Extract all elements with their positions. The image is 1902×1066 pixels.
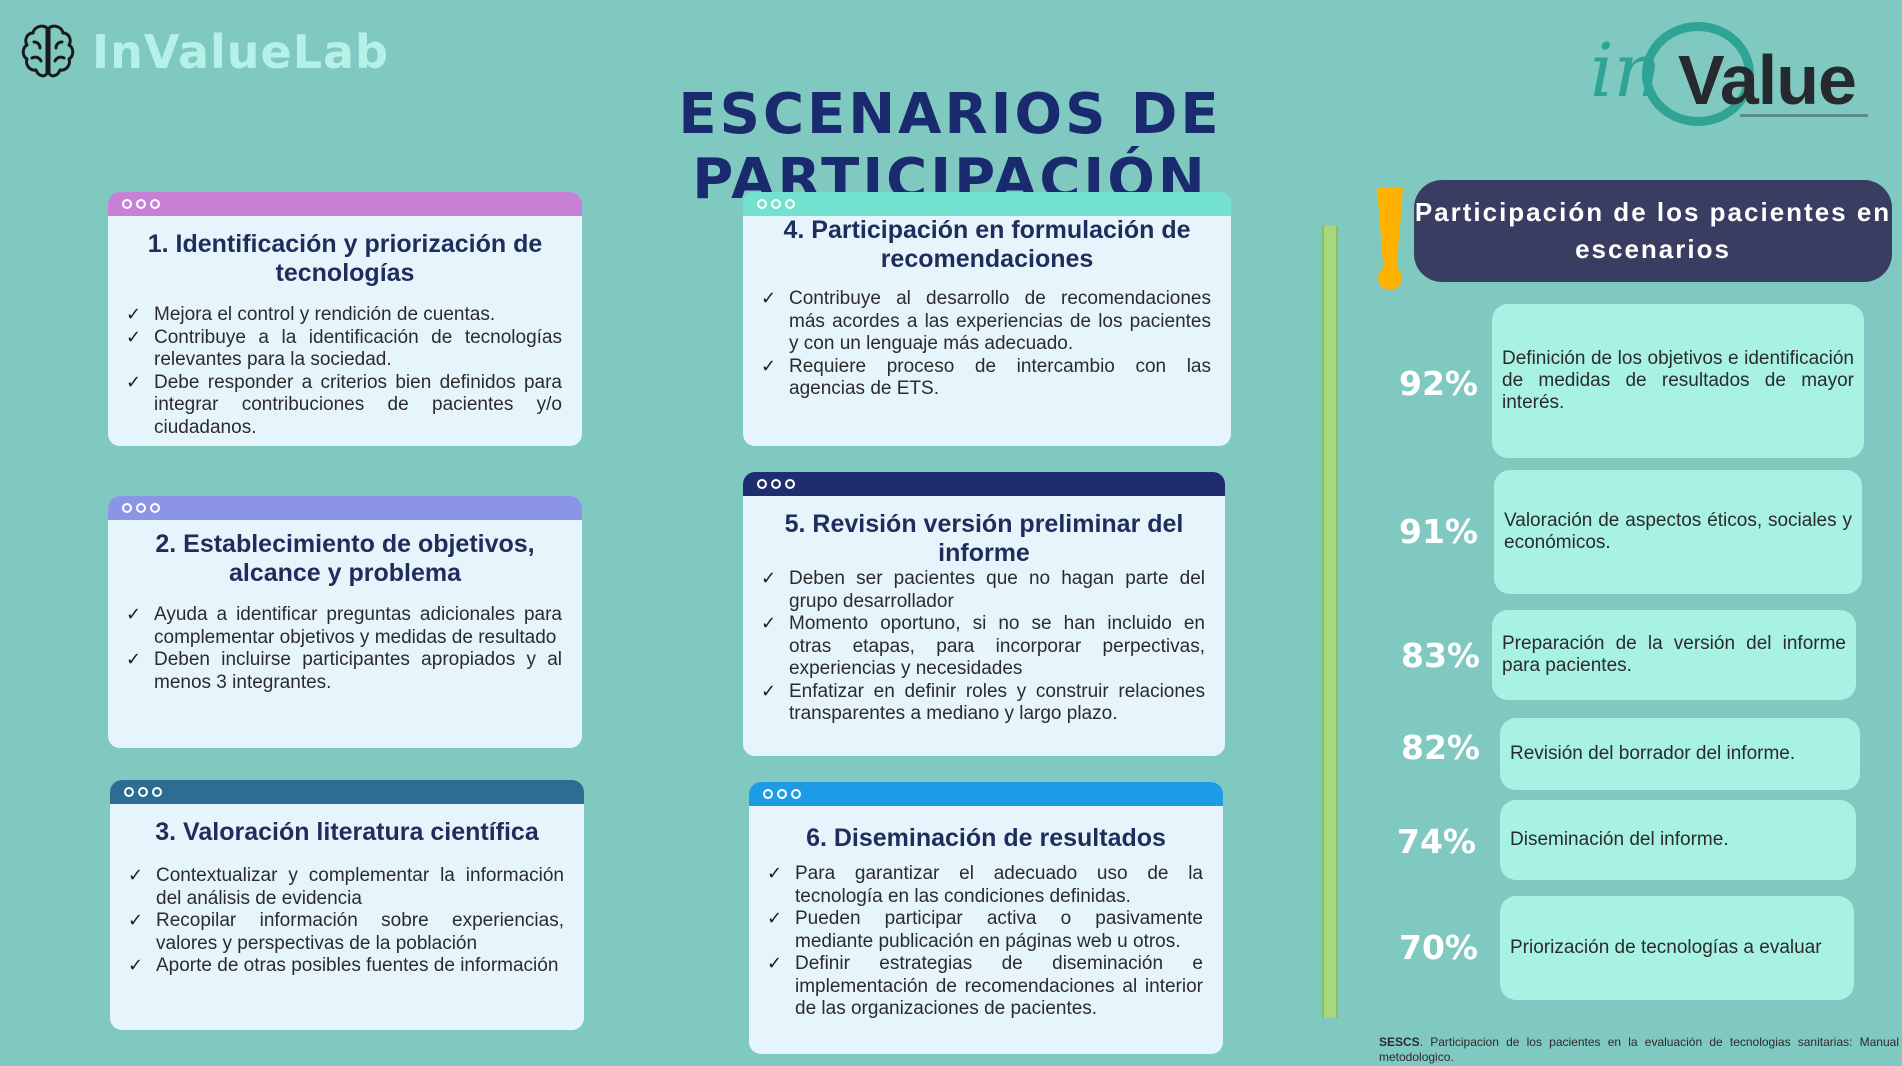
- card-objetivos: 2. Establecimiento de objetivos, alcance…: [108, 496, 582, 748]
- list-item: Contextualizar y complementar la informa…: [126, 865, 564, 910]
- card-title: 1. Identificación y priorización de tecn…: [147, 230, 543, 287]
- window-dot: [152, 787, 162, 797]
- card-revision: 5. Revisión versión preliminar del infor…: [743, 472, 1225, 756]
- card-recomendaciones: 4. Participación en formulación de recom…: [743, 192, 1231, 446]
- exclamation-dot-icon: [1378, 266, 1402, 290]
- stat-label: Definición de los objetivos e identifica…: [1502, 348, 1854, 413]
- stat-label-box: Revisión del borrador del informe.: [1500, 718, 1860, 790]
- list-item: Deben ser pacientes que no hagan parte d…: [759, 568, 1205, 613]
- window-dot: [138, 787, 148, 797]
- card-list: Deben ser pacientes que no hagan parte d…: [759, 568, 1205, 726]
- logo-ring: [1642, 22, 1754, 126]
- card-list: Ayuda a identificar preguntas adicionale…: [124, 604, 562, 694]
- window-dot: [785, 479, 795, 489]
- stat-percent: 91%: [1399, 512, 1478, 551]
- stat-percent: 92%: [1399, 364, 1478, 403]
- card-list: Contribuye al desarrollo de recomendacio…: [759, 288, 1211, 401]
- logo-tagline-line: [1740, 114, 1868, 117]
- window-dot: [777, 789, 787, 799]
- window-dot: [122, 199, 132, 209]
- list-item: Mejora el control y rendición de cuentas…: [124, 304, 562, 327]
- stat-percent: 74%: [1397, 822, 1476, 861]
- stat-label-box: Diseminación del informe.: [1500, 800, 1856, 880]
- list-item: Ayuda a identificar preguntas adicionale…: [124, 604, 562, 649]
- list-item: Enfatizar en definir roles y construir r…: [759, 681, 1205, 726]
- stat-label-box: Preparación de la versión del informe pa…: [1492, 610, 1856, 700]
- stat-percent: 70%: [1399, 928, 1478, 967]
- card-literatura: 3. Valoración literatura científica Cont…: [110, 780, 584, 1030]
- card-list: Mejora el control y rendición de cuentas…: [124, 304, 562, 439]
- window-dot: [136, 199, 146, 209]
- window-dot: [791, 789, 801, 799]
- card-title: 3. Valoración literatura científica: [155, 818, 539, 846]
- card-identificacion: 1. Identificación y priorización de tecn…: [108, 192, 582, 446]
- stat-percent: 82%: [1401, 728, 1480, 767]
- list-item: Definir estrategias de diseminación e im…: [765, 953, 1203, 1021]
- card-window-bar: [743, 472, 1225, 496]
- card-title: 6. Diseminación de resultados: [806, 824, 1166, 852]
- reference-text: . Participacion de los pacientes en la e…: [1379, 1035, 1899, 1064]
- card-list: Para garantizar el adecuado uso de la te…: [765, 863, 1203, 1021]
- window-dot: [122, 503, 132, 513]
- source-reference: SESCS. Participacion de los pacientes en…: [1379, 1035, 1899, 1065]
- card-window-bar: [108, 192, 582, 216]
- stat-label-box: Definición de los objetivos e identifica…: [1492, 304, 1864, 458]
- list-item: Aporte de otras posibles fuentes de info…: [126, 955, 564, 978]
- window-dot: [150, 199, 160, 209]
- stat-label: Revisión del borrador del informe.: [1510, 743, 1796, 764]
- stat-label: Preparación de la versión del informe pa…: [1502, 633, 1846, 676]
- window-dot: [136, 503, 146, 513]
- card-list: Contextualizar y complementar la informa…: [126, 865, 564, 978]
- list-item: Pueden participar activa o pasivamente m…: [765, 908, 1203, 953]
- card-title: 5. Revisión versión preliminar del infor…: [784, 510, 1184, 567]
- list-item: Recopilar información sobre experiencias…: [126, 910, 564, 955]
- list-item: Momento oportuno, si no se han incluido …: [759, 613, 1205, 681]
- stat-label: Diseminación del informe.: [1510, 829, 1729, 850]
- list-item: Requiere proceso de intercambio con las …: [759, 356, 1211, 401]
- stat-label: Priorización de tecnologías a evaluar: [1510, 937, 1822, 958]
- card-window-bar: [749, 782, 1223, 806]
- window-dot: [757, 199, 767, 209]
- card-window-bar: [110, 780, 584, 804]
- stat-percent: 83%: [1401, 636, 1480, 675]
- logo-in: in: [1590, 28, 1662, 114]
- list-item: Para garantizar el adecuado uso de la te…: [765, 863, 1203, 908]
- list-item: Contribuye a la identificación de tecnol…: [124, 327, 562, 372]
- list-item: Deben incluirse participantes apropiados…: [124, 649, 562, 694]
- card-window-bar: [743, 192, 1231, 216]
- window-dot: [150, 503, 160, 513]
- reference-source: SESCS: [1379, 1035, 1420, 1049]
- card-window-bar: [108, 496, 582, 520]
- logo-value: Value: [1678, 41, 1857, 119]
- list-item: Debe responder a criterios bien definido…: [124, 372, 562, 440]
- list-item: Contribuye al desarrollo de recomendacio…: [759, 288, 1211, 356]
- stat-label-box: Valoración de aspectos éticos, sociales …: [1494, 470, 1862, 594]
- stats-header: Participación de los pacientes en escena…: [1414, 180, 1892, 282]
- card-title: 4. Participación en formulación de recom…: [783, 216, 1191, 273]
- card-title: 2. Establecimiento de objetivos, alcance…: [155, 530, 535, 587]
- exclamation-icon: [1377, 188, 1403, 278]
- window-dot: [757, 479, 767, 489]
- stat-label: Valoración de aspectos éticos, sociales …: [1504, 510, 1852, 553]
- window-dot: [763, 789, 773, 799]
- card-diseminacion: 6. Diseminación de resultados Para garan…: [749, 782, 1223, 1054]
- brain-icon: [21, 24, 75, 78]
- brand-name: InValueLab: [92, 25, 389, 79]
- window-dot: [771, 479, 781, 489]
- window-dot: [785, 199, 795, 209]
- invalue-logo: in Value: [1590, 16, 1880, 126]
- timeline-divider: [1322, 226, 1338, 1018]
- window-dot: [124, 787, 134, 797]
- brand: InValueLab: [18, 22, 389, 82]
- stat-label-box: Priorización de tecnologías a evaluar: [1500, 896, 1854, 1000]
- window-dot: [771, 199, 781, 209]
